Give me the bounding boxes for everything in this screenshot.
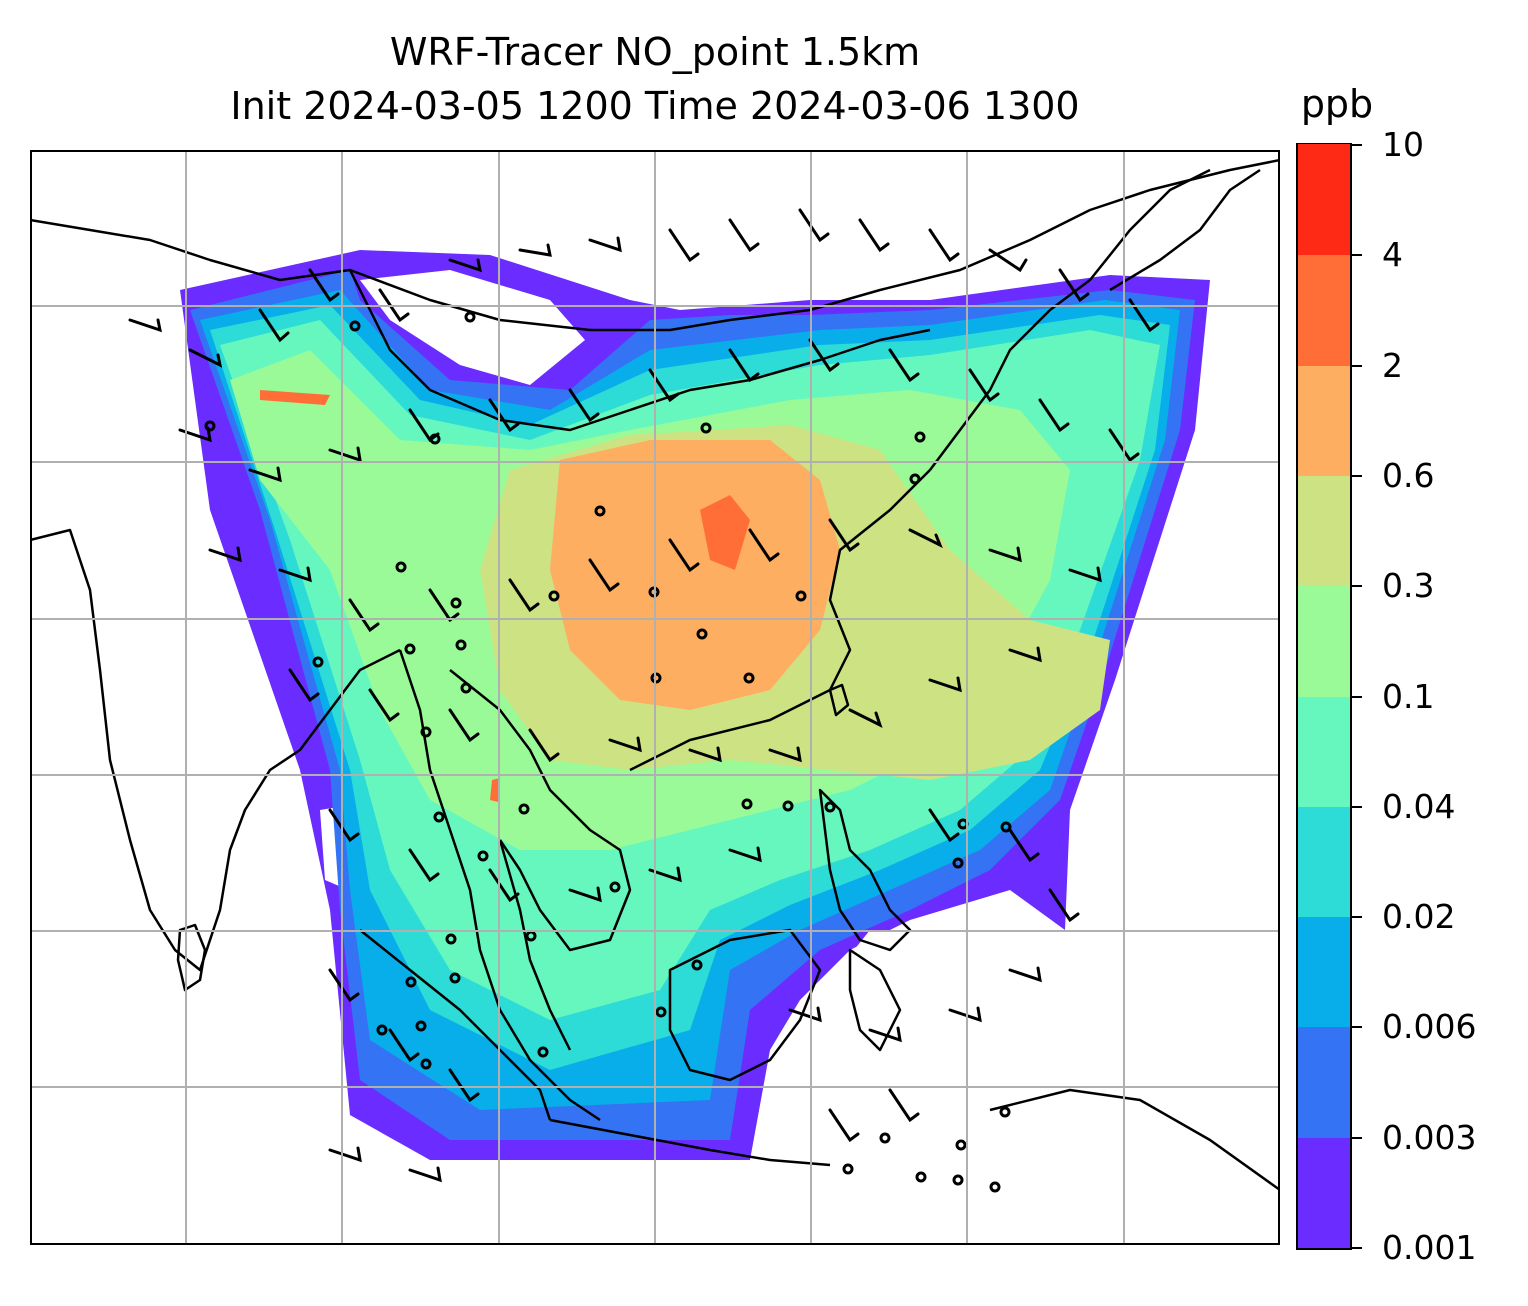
colorbar-tick-label: 0.003 <box>1382 1117 1477 1157</box>
colorbar-tick <box>1352 585 1362 588</box>
coastlines <box>30 158 1280 1192</box>
colorbar-tick <box>1352 695 1362 698</box>
colorbar-tick-label: 10 <box>1382 125 1424 164</box>
colorbar-tick <box>1352 1247 1362 1249</box>
colorbar-tick <box>1352 474 1362 477</box>
colorbar-segment <box>1298 916 1350 1028</box>
colorbar-tick <box>1352 144 1362 146</box>
colorbar-tick <box>1352 916 1362 919</box>
colorbar-tick-label: 0.04 <box>1382 786 1456 826</box>
coast-south-china <box>629 469 931 772</box>
fill-level-2b <box>260 390 330 405</box>
fill-gap-north <box>360 270 585 385</box>
coast-china-border <box>348 269 931 432</box>
colorbar-tick <box>1352 805 1362 808</box>
gridlines <box>30 150 1280 1245</box>
coast-new-guinea <box>989 1088 1280 1192</box>
colorbar-segment <box>1298 475 1350 587</box>
colorbar-unit-label: ppb <box>1300 82 1374 126</box>
coast-japan <box>1109 168 1261 292</box>
colorbar-tick-label: 0.1 <box>1382 676 1435 716</box>
colorbar-segment <box>1298 254 1350 366</box>
colorbar-segment <box>1298 585 1350 697</box>
coast-sri-lanka <box>176 923 207 992</box>
coast-java <box>549 1118 831 1167</box>
map-plot <box>30 150 1280 1245</box>
coast-indochina <box>449 669 632 952</box>
colorbar-tick <box>1352 254 1362 257</box>
colorbar-tick-label: 0.001 <box>1382 1228 1477 1267</box>
colorbar-tick <box>1352 1136 1362 1139</box>
coast-north-border <box>30 158 1280 332</box>
coast-korea-china <box>929 168 1211 471</box>
wind-barbs <box>128 208 1160 1183</box>
map-title-line-2: Init 2024-03-05 1200 Time 2024-03-06 130… <box>230 84 1080 128</box>
colorbar-tick-label: 0.02 <box>1382 897 1456 937</box>
coast-sulawesi <box>848 948 902 1052</box>
colorbar-tick-label: 4 <box>1382 235 1403 275</box>
fill-level-06 <box>550 440 840 710</box>
coast-taiwan <box>828 683 850 717</box>
coast-sumatra <box>359 929 552 1121</box>
colorbar-tick-label: 0.3 <box>1382 566 1435 606</box>
colorbar-segment <box>1298 695 1350 807</box>
colorbar-segment <box>1298 144 1350 256</box>
colorbar-segment <box>1298 1137 1350 1248</box>
colorbar-segment <box>1298 1026 1350 1138</box>
colorbar-tick-label: 0.6 <box>1382 455 1435 495</box>
colorbar-tick <box>1352 364 1362 367</box>
fill-level-2c <box>490 778 500 802</box>
colorbar-segment <box>1298 365 1350 476</box>
colorbar-tick <box>1352 1026 1362 1029</box>
map-title-line-1: WRF-Tracer NO_point 1.5km <box>389 30 921 74</box>
coast-india <box>30 528 401 972</box>
colorbar-segment <box>1298 806 1350 918</box>
coast-malay <box>498 839 572 1051</box>
fill-level-2 <box>700 495 750 570</box>
fill-gap-southeast <box>790 930 1070 1090</box>
map-border <box>30 150 1280 1245</box>
colorbar-tick-label: 0.006 <box>1382 1007 1477 1047</box>
coast-borneo <box>668 928 822 1082</box>
colorbar-tick-label: 2 <box>1382 345 1403 385</box>
calm-wind-circles <box>204 311 1012 1193</box>
coast-bay-of-bengal-east <box>398 649 601 1122</box>
colorbar <box>1296 143 1352 1250</box>
